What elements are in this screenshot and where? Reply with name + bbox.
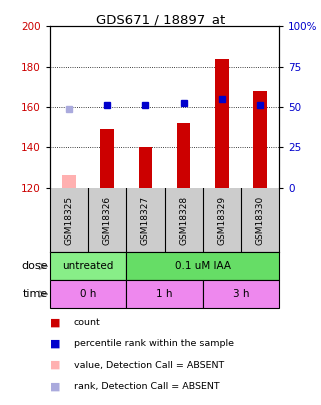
Text: untreated: untreated bbox=[62, 261, 114, 271]
Bar bbox=[203, 280, 279, 308]
Text: 0 h: 0 h bbox=[80, 289, 96, 299]
Text: GSM18330: GSM18330 bbox=[256, 195, 265, 245]
Text: percentile rank within the sample: percentile rank within the sample bbox=[74, 339, 234, 348]
Text: 0.1 uM IAA: 0.1 uM IAA bbox=[175, 261, 231, 271]
Bar bbox=[177, 123, 190, 188]
Bar bbox=[126, 280, 203, 308]
Text: GSM18329: GSM18329 bbox=[217, 195, 226, 245]
Text: GDS671 / 18897_at: GDS671 / 18897_at bbox=[96, 13, 225, 26]
Bar bbox=[100, 129, 114, 188]
Text: 1 h: 1 h bbox=[156, 289, 173, 299]
Bar bbox=[126, 252, 279, 280]
Text: ■: ■ bbox=[50, 381, 60, 391]
Text: value, Detection Call = ABSENT: value, Detection Call = ABSENT bbox=[74, 360, 224, 370]
Text: GSM18328: GSM18328 bbox=[179, 195, 188, 245]
Text: GSM18327: GSM18327 bbox=[141, 195, 150, 245]
Bar bbox=[215, 59, 229, 188]
Text: ■: ■ bbox=[50, 318, 60, 328]
Text: ■: ■ bbox=[50, 360, 60, 370]
Text: rank, Detection Call = ABSENT: rank, Detection Call = ABSENT bbox=[74, 382, 220, 391]
Text: count: count bbox=[74, 318, 100, 327]
Text: time: time bbox=[23, 289, 48, 299]
Text: dose: dose bbox=[22, 261, 48, 271]
Bar bbox=[50, 280, 126, 308]
Bar bbox=[139, 147, 152, 188]
Bar bbox=[62, 175, 75, 188]
Text: GSM18326: GSM18326 bbox=[103, 195, 112, 245]
Bar bbox=[254, 91, 267, 188]
Text: ■: ■ bbox=[50, 339, 60, 349]
Text: GSM18325: GSM18325 bbox=[65, 195, 74, 245]
Text: 3 h: 3 h bbox=[233, 289, 249, 299]
Bar bbox=[50, 252, 126, 280]
